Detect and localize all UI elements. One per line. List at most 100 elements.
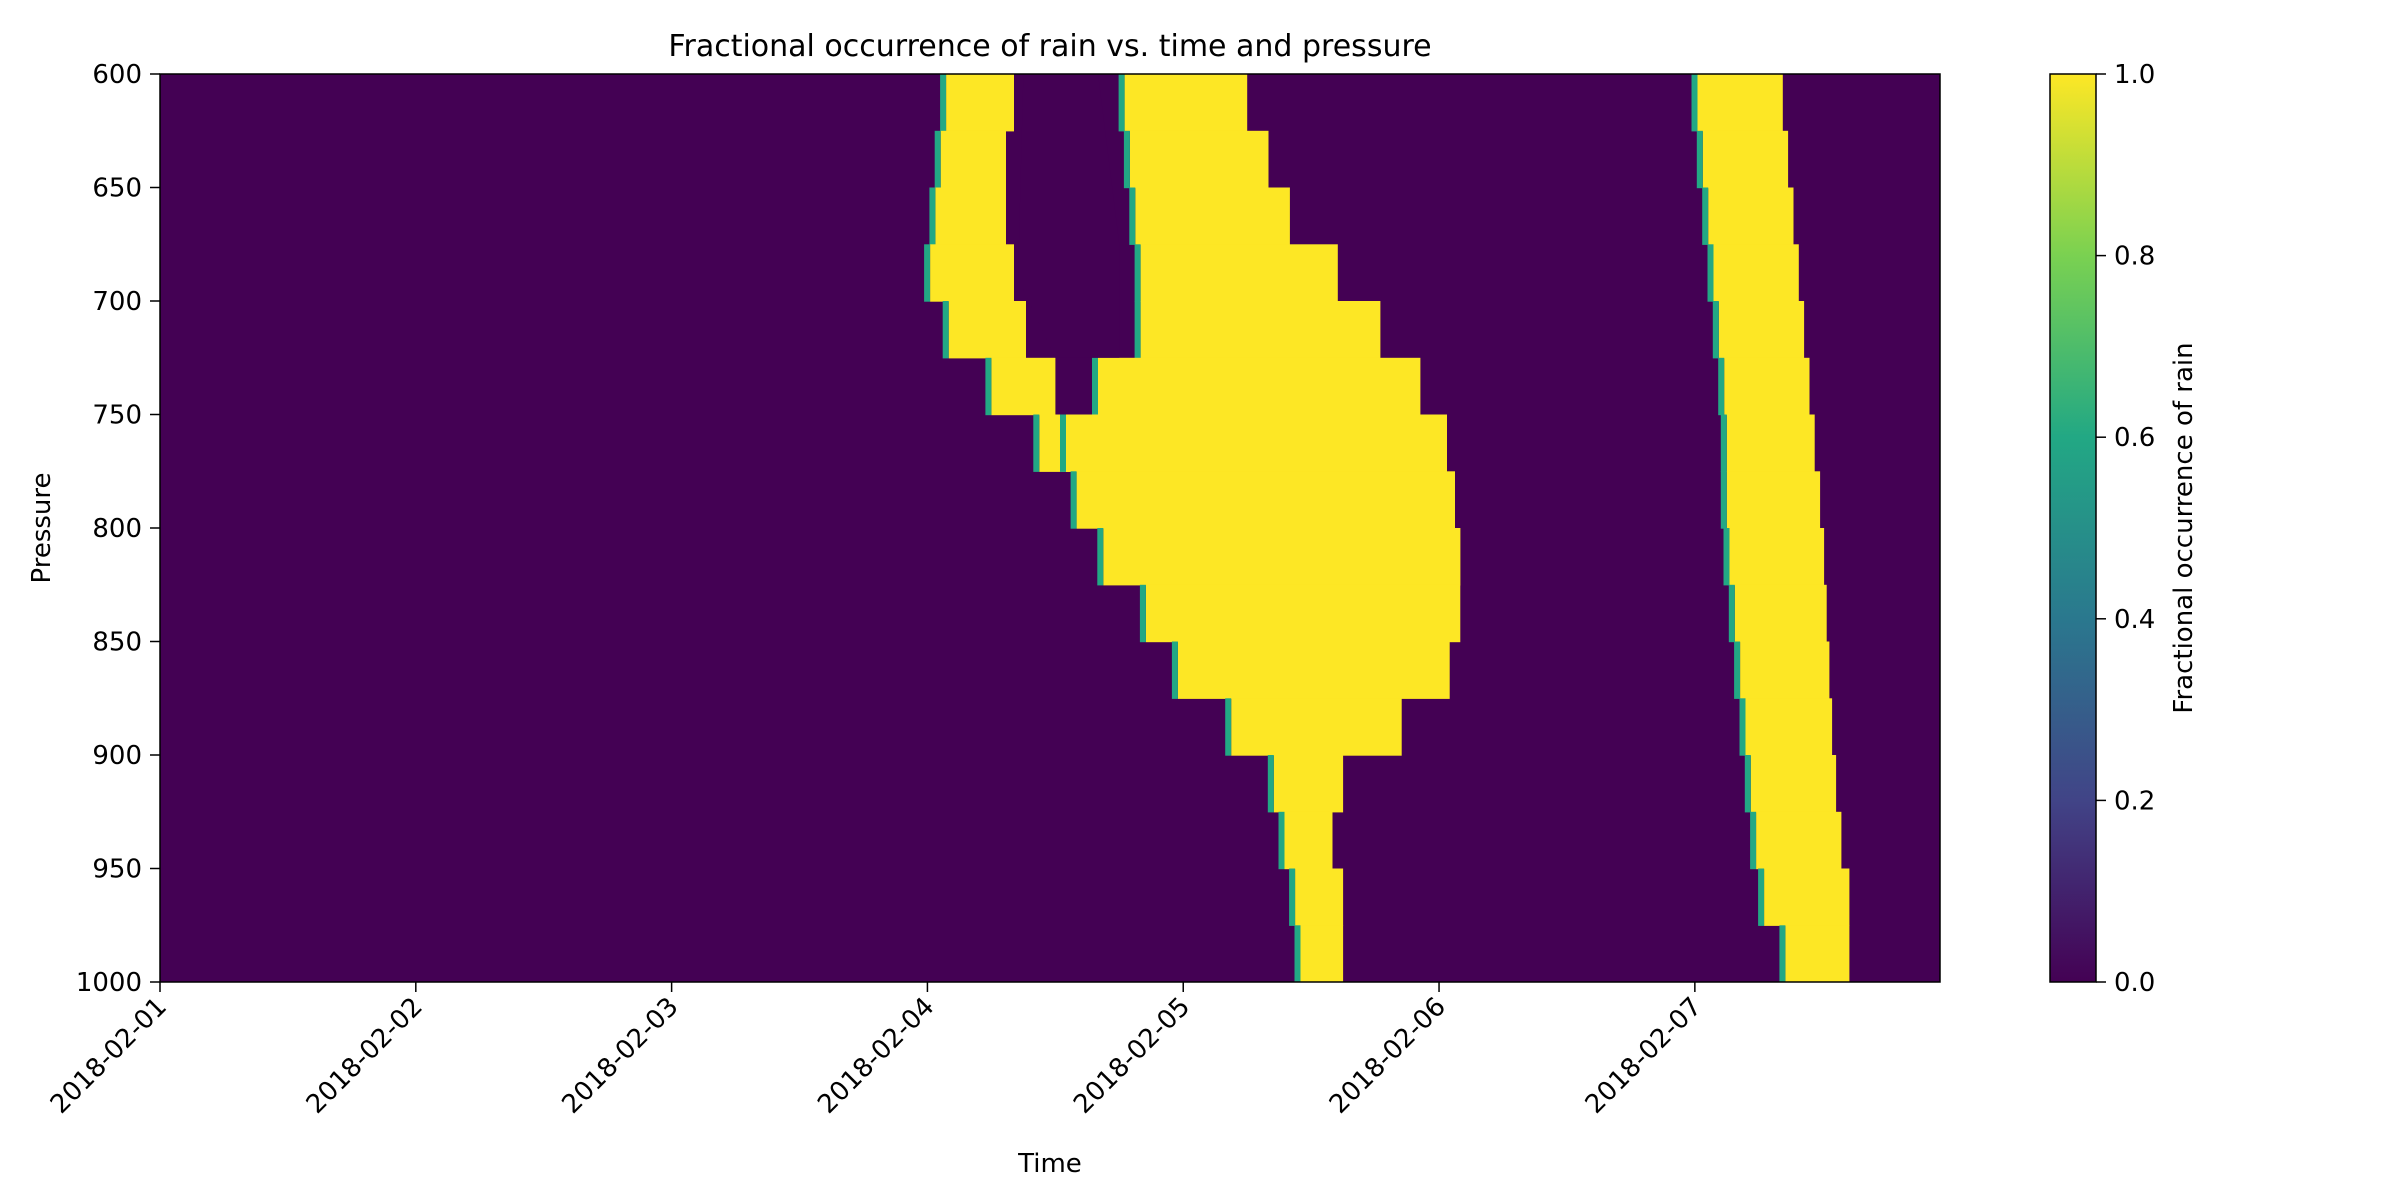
heatmap-cell-edge bbox=[1225, 698, 1232, 756]
heatmap-cell bbox=[940, 130, 1006, 189]
heatmap-cell-edge bbox=[1060, 414, 1066, 472]
heatmap-cell bbox=[1145, 584, 1461, 643]
colorbar-tick-label: 0.6 bbox=[2114, 423, 2155, 453]
heatmap-cell bbox=[946, 74, 1014, 132]
heatmap-cell bbox=[1066, 414, 1447, 472]
heatmap-cell-edge bbox=[1118, 74, 1125, 132]
heatmap-cell-edge bbox=[1097, 528, 1104, 586]
x-tick-label: 2018-02-04 bbox=[812, 992, 940, 1120]
heatmap-cell-edge bbox=[1267, 755, 1274, 813]
x-tick-label: 2018-02-07 bbox=[1580, 992, 1708, 1120]
heatmap-cell-edge bbox=[1289, 868, 1296, 926]
heatmap-cell-edge bbox=[1758, 868, 1765, 926]
heatmap-cell bbox=[1785, 925, 1850, 982]
heatmap-cell-edge bbox=[1696, 130, 1703, 189]
colorbar: 0.0 0.2 0.4 0.6 0.8 1.0 Fractional occurrence… bbox=[2049, 60, 2199, 998]
heatmap-cell-edge bbox=[924, 244, 931, 302]
x-tick-label: 2018-02-01 bbox=[45, 992, 173, 1120]
heatmap-cell bbox=[935, 187, 1006, 245]
heatmap-cell bbox=[1177, 641, 1450, 699]
heatmap-cell bbox=[1750, 755, 1837, 813]
colorbar-tick-label: 1.0 bbox=[2114, 60, 2155, 90]
heatmap-cell-edge bbox=[1134, 301, 1141, 359]
rain-region-event-2 bbox=[1060, 74, 1461, 982]
heatmap-cells bbox=[924, 74, 1850, 982]
heatmap-cell-edge bbox=[985, 357, 992, 416]
heatmap-cell-edge bbox=[1728, 584, 1735, 643]
heatmap-cell-edge bbox=[1750, 811, 1757, 870]
y-tick-label: 700 bbox=[92, 287, 142, 317]
heatmap-cell bbox=[1284, 811, 1333, 870]
heatmap-cell bbox=[1103, 528, 1461, 586]
heatmap-cell-edge bbox=[940, 74, 947, 132]
heatmap-cell-edge bbox=[1779, 925, 1786, 982]
heatmap-cell-edge bbox=[929, 187, 936, 245]
colorbar-frame bbox=[2049, 73, 2097, 983]
heatmap-cell-edge bbox=[1139, 584, 1146, 643]
heatmap-cell bbox=[1764, 868, 1850, 926]
x-tick-label: 2018-02-03 bbox=[556, 992, 684, 1120]
y-tick-label: 900 bbox=[92, 741, 142, 771]
colorbar-ticks: 0.0 0.2 0.4 0.6 0.8 1.0 bbox=[2096, 60, 2155, 998]
x-axis: 2018-02-01 2018-02-02 2018-02-03 2018-02-04… bbox=[45, 982, 1708, 1120]
heatmap-cell bbox=[1300, 925, 1344, 982]
heatmap-cell-edge bbox=[1707, 244, 1714, 302]
heatmap-cell bbox=[1124, 74, 1248, 132]
heatmap-cell bbox=[991, 357, 1056, 416]
heatmap-cell bbox=[1129, 130, 1269, 189]
heatmap-cell-edge bbox=[1070, 471, 1077, 529]
heatmap-cell bbox=[1140, 244, 1338, 302]
x-tick-label: 2018-02-02 bbox=[301, 992, 429, 1120]
heatmap-cell bbox=[930, 244, 1014, 302]
heatmap-cell bbox=[1718, 301, 1805, 359]
chart-title: Fractional occurrence of rain vs. time a… bbox=[668, 29, 1431, 64]
y-tick-label: 950 bbox=[92, 855, 142, 885]
heatmap-cell-edge bbox=[1294, 925, 1301, 982]
y-tick-label: 750 bbox=[92, 401, 142, 431]
colorbar-tick-label: 0.8 bbox=[2114, 242, 2155, 272]
colorbar-tick-label: 0.2 bbox=[2114, 786, 2155, 816]
heatmap-cell-edge bbox=[1171, 641, 1178, 699]
heatmap-cell bbox=[1231, 698, 1402, 756]
x-tick-label: 2018-02-06 bbox=[1324, 992, 1452, 1120]
heatmap-cell-edge bbox=[934, 130, 941, 189]
heatmap-cell-edge bbox=[1739, 698, 1746, 756]
heatmap-cell-edge bbox=[1123, 130, 1130, 189]
heatmap-cell bbox=[1140, 301, 1381, 359]
heatmap-cell bbox=[1713, 244, 1799, 302]
heatmap-cell-edge bbox=[1720, 414, 1727, 472]
heatmap-cell-edge bbox=[1092, 357, 1098, 416]
heatmap-cell-edge bbox=[1702, 187, 1709, 245]
heatmap-cell bbox=[1729, 528, 1825, 586]
heatmap-cell-edge bbox=[1691, 74, 1698, 132]
heatmap-cell bbox=[1734, 584, 1827, 643]
heatmap-cell bbox=[948, 301, 1026, 359]
heatmap-cell bbox=[1740, 641, 1830, 699]
heatmap-cell-edge bbox=[1734, 641, 1741, 699]
y-tick-label: 600 bbox=[92, 60, 142, 90]
x-tick-label: 2018-02-05 bbox=[1068, 992, 1196, 1120]
heatmap-cell-edge bbox=[1723, 528, 1730, 586]
x-axis-label: Time bbox=[1017, 1149, 1082, 1179]
heatmap-cell bbox=[1726, 471, 1821, 529]
heatmap-cell bbox=[1708, 187, 1794, 245]
heatmap-cell bbox=[1076, 471, 1455, 529]
colorbar-tick-label: 0.4 bbox=[2114, 605, 2155, 635]
y-axis: 600 650 700 750 800 850 900 950 1000 bbox=[76, 60, 160, 998]
plot-area bbox=[159, 73, 1941, 983]
heatmap-cell-edge bbox=[1720, 471, 1727, 529]
y-tick-label: 800 bbox=[92, 514, 142, 544]
y-axis-label: Pressure bbox=[27, 472, 57, 583]
heatmap-cell bbox=[1702, 130, 1789, 189]
heatmap-cell-edge bbox=[1718, 357, 1725, 416]
y-tick-label: 850 bbox=[92, 628, 142, 658]
y-tick-label: 650 bbox=[92, 174, 142, 204]
heatmap-cell bbox=[1295, 868, 1344, 926]
heatmap-cell bbox=[1697, 74, 1783, 132]
heatmap-cell-edge bbox=[1712, 301, 1719, 359]
colorbar-label: Fractional occurrence of rain bbox=[2169, 342, 2199, 713]
heatmap-cell-edge bbox=[1134, 244, 1141, 302]
heatmap-cell-edge bbox=[1278, 811, 1285, 870]
colorbar-tick-label: 0.0 bbox=[2114, 968, 2155, 998]
